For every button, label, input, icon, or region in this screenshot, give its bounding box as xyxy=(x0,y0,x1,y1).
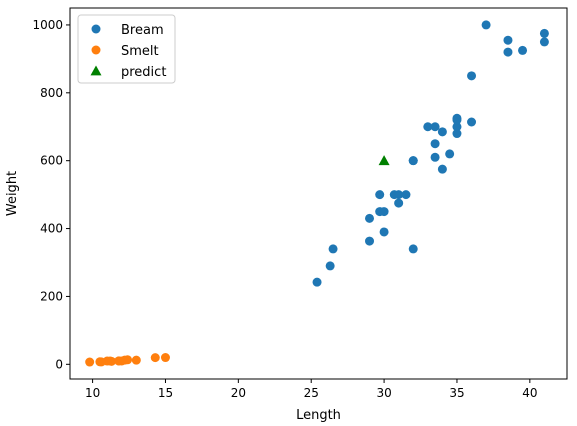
y-axis-label: Weight xyxy=(5,171,20,216)
bream-point xyxy=(452,115,462,125)
x-tick-label: 10 xyxy=(85,386,100,400)
bream-point xyxy=(328,244,338,254)
x-tick-label: 30 xyxy=(376,386,391,400)
bream-point xyxy=(379,207,389,217)
plot-area xyxy=(85,20,549,367)
bream-point xyxy=(503,47,513,57)
y-tick-label: 0 xyxy=(55,357,63,371)
smelt-point xyxy=(131,355,141,365)
x-tick-label: 25 xyxy=(304,386,319,400)
bream-point xyxy=(539,28,549,38)
legend-label-smelt: Smelt xyxy=(121,44,159,59)
bream-point xyxy=(325,261,335,271)
bream-point xyxy=(518,45,528,55)
bream-point xyxy=(503,35,513,45)
plot-frame xyxy=(69,7,568,380)
smelt-point xyxy=(107,356,117,366)
bream-point xyxy=(408,156,418,166)
bream-point xyxy=(408,244,418,254)
bream-point xyxy=(365,236,375,246)
bream-point xyxy=(481,20,491,30)
bream-point xyxy=(467,71,477,81)
bream-point xyxy=(445,149,455,159)
smelt-point xyxy=(150,353,160,363)
bream-point xyxy=(394,190,404,200)
smelt-point xyxy=(85,357,95,367)
smelt-point xyxy=(123,355,133,365)
legend-marker-smelt xyxy=(91,45,101,55)
y-tick-label: 200 xyxy=(40,289,63,303)
bream-point xyxy=(379,227,389,237)
bream-point xyxy=(375,190,385,200)
bream-point xyxy=(452,129,462,139)
legend: Bream Smelt predict xyxy=(77,14,176,84)
legend-marker-bream xyxy=(91,24,101,34)
bream-point xyxy=(394,198,404,208)
bream-point xyxy=(430,122,440,132)
x-tick-label: 20 xyxy=(231,386,246,400)
y-tick-label: 600 xyxy=(40,154,63,168)
bream-point xyxy=(423,122,433,132)
predict-point xyxy=(378,155,390,166)
x-tick-label: 40 xyxy=(522,386,537,400)
x-tick-label: 35 xyxy=(449,386,464,400)
bream-point xyxy=(437,164,447,174)
bream-point xyxy=(452,122,462,132)
bream-point xyxy=(539,37,549,47)
bream-point xyxy=(401,190,411,200)
x-tick-label: 15 xyxy=(158,386,173,400)
smelt-point xyxy=(160,353,170,363)
bream-point xyxy=(467,117,477,127)
legend-marker-predict xyxy=(90,65,102,76)
legend-box xyxy=(77,14,176,84)
y-tick-label: 400 xyxy=(40,222,63,236)
legend-label-predict: predict xyxy=(121,65,166,80)
bream-point xyxy=(312,277,322,287)
x-axis-label: Length xyxy=(296,408,341,423)
bream-point xyxy=(437,127,447,137)
bream-point xyxy=(430,139,440,149)
y-tick-label: 800 xyxy=(40,86,63,100)
bream-point xyxy=(365,213,375,223)
legend-label-bream: Bream xyxy=(121,23,164,38)
bream-point xyxy=(430,152,440,162)
y-tick-label: 1000 xyxy=(32,18,63,32)
